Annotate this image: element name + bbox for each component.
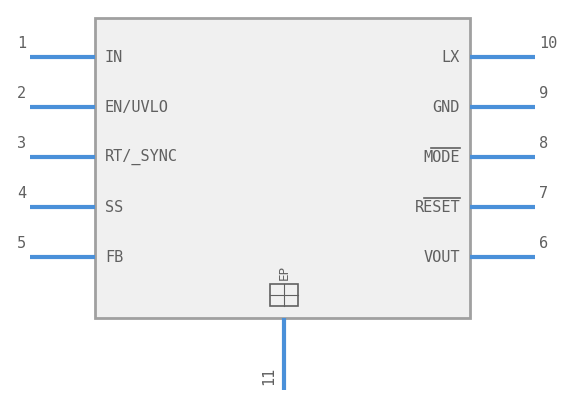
Text: 6: 6	[539, 236, 548, 251]
Text: GND: GND	[433, 100, 460, 115]
Text: EP: EP	[278, 265, 290, 279]
Text: 7: 7	[539, 186, 548, 201]
Text: MODE: MODE	[424, 150, 460, 164]
Text: RT/_SYNC: RT/_SYNC	[105, 149, 178, 165]
Text: IN: IN	[105, 49, 123, 65]
Text: 9: 9	[539, 86, 548, 101]
Text: 10: 10	[539, 36, 557, 51]
Text: 8: 8	[539, 136, 548, 151]
Text: RESET: RESET	[415, 199, 460, 215]
Text: 4: 4	[17, 186, 26, 201]
Text: 5: 5	[17, 236, 26, 251]
Text: EN/UVLO: EN/UVLO	[105, 100, 169, 115]
Bar	[270, 284, 298, 306]
Bar	[95, 18, 470, 318]
Text: 11: 11	[261, 367, 276, 385]
Text: 3: 3	[17, 136, 26, 151]
Text: 2: 2	[17, 86, 26, 101]
Text: VOUT: VOUT	[424, 250, 460, 265]
Text: SS: SS	[105, 199, 123, 215]
Text: LX: LX	[442, 49, 460, 65]
Text: FB: FB	[105, 250, 123, 265]
Text: 1: 1	[17, 36, 26, 51]
